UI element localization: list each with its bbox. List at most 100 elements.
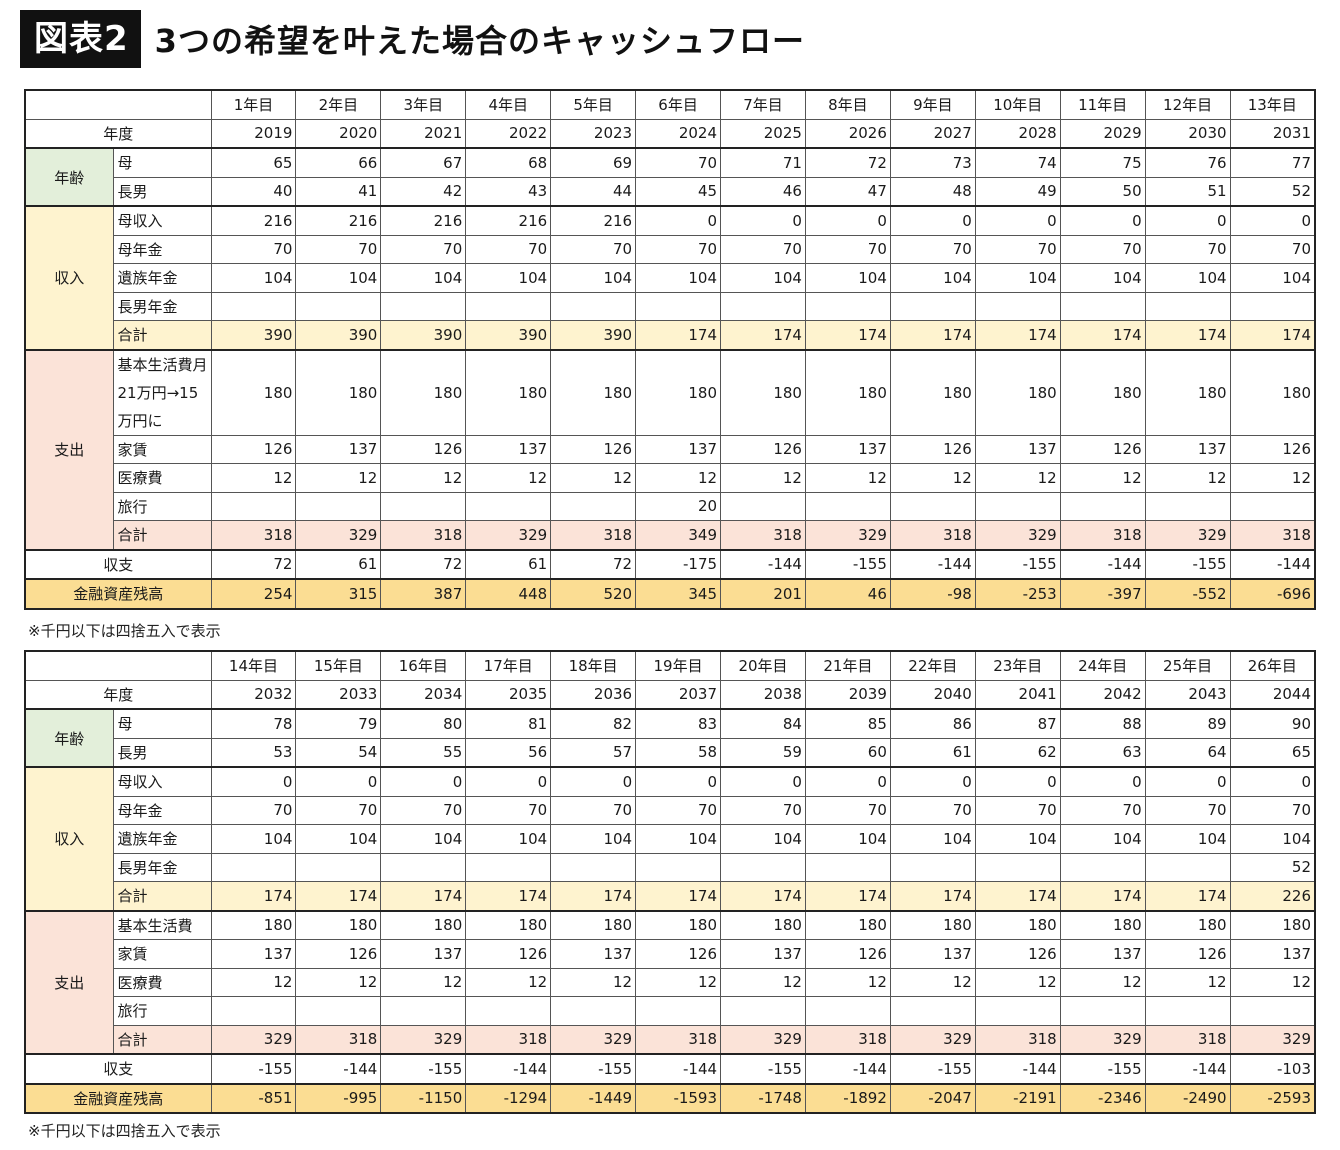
son-age-cell: 41	[295, 176, 382, 207]
mother-age-cell: 65	[210, 147, 297, 178]
travel-cell: 20	[635, 491, 722, 521]
mother-age-cell: 76	[1144, 147, 1231, 178]
balance-cell: -144	[1059, 548, 1146, 580]
period-cell: 13年目	[1229, 89, 1316, 120]
mother-age-cell: 72	[804, 147, 891, 178]
income-total-cell: 390	[465, 320, 552, 350]
rent-cell: 137	[635, 434, 722, 464]
rent-label: 家賃	[112, 434, 212, 464]
income-total-cell: 174	[889, 881, 976, 911]
assets-cell: 387	[380, 578, 467, 609]
income-total-row: 合計 390 390 390 390 390 174 174 174 174 174 174 174 17…	[25, 320, 1316, 350]
expense-total-cell: 318	[974, 1024, 1061, 1055]
living-cost-cell: 180	[1229, 909, 1316, 940]
period-cell: 12年目	[1144, 89, 1231, 120]
expense-total-cell: 318	[550, 520, 637, 550]
son-pension-cell	[1229, 291, 1316, 321]
mother-pension-cell: 70	[465, 795, 552, 825]
fiscal-year-cell: 2035	[465, 679, 552, 710]
period-cell: 16年目	[380, 650, 467, 681]
period-cell: 4年目	[465, 89, 552, 120]
son-age-cell: 44	[550, 176, 637, 207]
mother-income-cell: 0	[889, 766, 976, 797]
mother-pension-cell: 70	[465, 234, 552, 264]
fiscal-year-cell: 2041	[974, 679, 1061, 710]
son-age-cell: 51	[1144, 176, 1231, 207]
living-cost-cell: 180	[720, 348, 806, 436]
survivor-pension-row: 遺族年金 104 104 104 104 104 104 104 104 104 104 104 104…	[25, 824, 1316, 854]
son-pension-cell	[1059, 852, 1146, 882]
expense-total-cell: 349	[635, 520, 722, 550]
period-cell: 9年目	[889, 89, 976, 120]
travel-row: 旅行	[25, 996, 1316, 1026]
assets-row: 金融資産残高 -851 -995 -1150 -1294 -1449 -1593 -1748-…	[24, 1082, 1316, 1114]
survivor-pension-cell: 104	[1229, 824, 1316, 854]
mother-income-cell: 0	[635, 766, 722, 797]
rent-cell: 137	[295, 434, 382, 464]
living-cost-cell: 180	[465, 909, 552, 940]
mother-income-cell: 216	[210, 205, 297, 236]
living-cost-label: 基本生活費	[112, 909, 212, 940]
travel-cell	[804, 996, 891, 1026]
mother-label: 母	[112, 147, 212, 178]
expense-total-cell: 318	[1059, 520, 1146, 550]
mother-pension-cell: 70	[210, 234, 297, 264]
expense-total-cell: 329	[1229, 1024, 1316, 1055]
assets-cell: -2191	[974, 1082, 1061, 1114]
rent-cell: 126	[889, 434, 976, 464]
son-age-cell: 58	[635, 737, 722, 768]
mother-income-cell: 0	[1059, 205, 1146, 236]
son-pension-cell	[210, 852, 297, 882]
living-cost-cell: 180	[804, 909, 891, 940]
assets-cell: -1150	[380, 1082, 467, 1114]
assets-row: 金融資産残高 254 315 387 448 520 345 201 46 -98 -253 -397…	[24, 578, 1316, 609]
period-row: 1年目 2年目 3年目 4年目 5年目 6年目 7年目 8年目 9年目 10年目 11年目 12年目 1…	[24, 89, 1316, 120]
balance-cell: 61	[295, 548, 382, 580]
son-pension-cell: 52	[1229, 852, 1316, 882]
assets-cell: 46	[804, 578, 891, 609]
rent-cell: 126	[380, 434, 467, 464]
living-cost-cell: 180	[720, 909, 806, 940]
survivor-pension-cell: 104	[465, 824, 552, 854]
fiscal-year-row: 年度 2019 2020 2021 2022 2023 2024 2025 2026 2027 20…	[24, 118, 1316, 149]
period-cell: 11年目	[1059, 89, 1146, 120]
rent-cell: 126	[720, 434, 806, 464]
fiscal-year-row: 年度 2032 2033 2034 2035 2036 2037 2038 2039 2040 20…	[24, 679, 1316, 710]
son-pension-cell	[635, 852, 722, 882]
mother-age-cell: 80	[380, 708, 467, 739]
son-age-cell: 59	[720, 737, 806, 768]
fiscal-year-cell: 2031	[1229, 118, 1316, 149]
living-cost-cell: 180	[295, 909, 382, 940]
mother-age-cell: 79	[295, 708, 382, 739]
mother-pension-cell: 70	[1144, 234, 1231, 264]
mother-income-cell: 0	[1144, 766, 1231, 797]
living-cost-cell: 180	[889, 909, 976, 940]
survivor-pension-cell: 104	[804, 263, 891, 293]
expense-total-cell: 318	[1229, 520, 1316, 550]
survivor-pension-cell: 104	[635, 263, 722, 293]
travel-cell	[974, 996, 1061, 1026]
mother-age-row: 年齢母 78 79 80 81 82 83 84 85 86 87 88 89 90	[24, 708, 1316, 768]
period-cell: 21年目	[804, 650, 891, 681]
rent-cell: 126	[550, 434, 637, 464]
medical-cell: 12	[465, 463, 552, 493]
medical-cell: 12	[210, 463, 297, 493]
rent-cell: 137	[465, 434, 552, 464]
mother-age-cell: 73	[889, 147, 976, 178]
mother-pension-cell: 70	[804, 234, 891, 264]
son-age-cell: 62	[974, 737, 1061, 768]
travel-cell	[889, 491, 976, 521]
rounding-note: ※千円以下は四捨五入で表示	[28, 622, 221, 640]
balance-cell: -155	[804, 548, 891, 580]
travel-cell	[465, 996, 552, 1026]
balance-cell: -155	[1144, 548, 1231, 580]
mother-income-cell: 216	[465, 205, 552, 236]
son-pension-cell	[210, 291, 297, 321]
mother-label: 母	[112, 708, 212, 739]
mother-pension-cell: 70	[380, 234, 467, 264]
period-row: 14年目 15年目 16年目 17年目 18年目 19年目 20年目 21年目 22年目 23年目…	[24, 650, 1316, 681]
mother-age-cell: 77	[1229, 147, 1316, 178]
period-cell: 20年目	[720, 650, 806, 681]
expense-total-cell: 329	[465, 520, 552, 550]
mother-age-cell: 69	[550, 147, 637, 178]
